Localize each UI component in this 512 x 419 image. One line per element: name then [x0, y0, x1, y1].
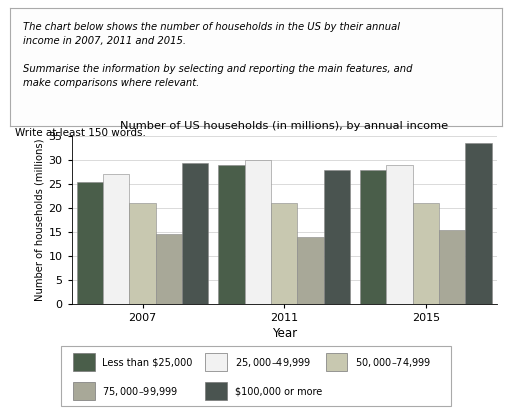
Text: $100,000 or more: $100,000 or more — [234, 386, 322, 396]
Bar — [387, 165, 413, 304]
FancyBboxPatch shape — [205, 353, 227, 371]
Bar — [360, 170, 387, 304]
Text: $50,000–$74,999: $50,000–$74,999 — [355, 356, 432, 369]
Bar — [439, 230, 465, 304]
FancyBboxPatch shape — [73, 382, 95, 401]
Text: Less than $25,000: Less than $25,000 — [102, 357, 193, 367]
Bar — [324, 170, 350, 304]
Bar — [245, 160, 271, 304]
Bar — [219, 165, 245, 304]
Title: Number of US households (in millions), by annual income: Number of US households (in millions), b… — [120, 121, 448, 131]
Bar — [77, 182, 103, 304]
FancyBboxPatch shape — [326, 353, 348, 371]
Text: $25,000–$49,999: $25,000–$49,999 — [234, 356, 311, 369]
Text: $75,000–$99,999: $75,000–$99,999 — [102, 385, 179, 398]
Bar — [413, 203, 439, 304]
Bar — [130, 203, 156, 304]
Bar — [156, 234, 182, 304]
FancyBboxPatch shape — [73, 353, 95, 371]
Bar — [465, 143, 492, 304]
Bar — [103, 174, 130, 304]
FancyBboxPatch shape — [205, 382, 227, 401]
Text: The chart below shows the number of households in the US by their annual
income : The chart below shows the number of hous… — [23, 23, 412, 88]
Bar — [182, 163, 208, 304]
Bar — [297, 237, 324, 304]
Text: Write at least 150 words.: Write at least 150 words. — [15, 128, 146, 138]
X-axis label: Year: Year — [271, 327, 297, 340]
Bar — [271, 203, 297, 304]
Y-axis label: Number of households (millions): Number of households (millions) — [34, 139, 45, 301]
